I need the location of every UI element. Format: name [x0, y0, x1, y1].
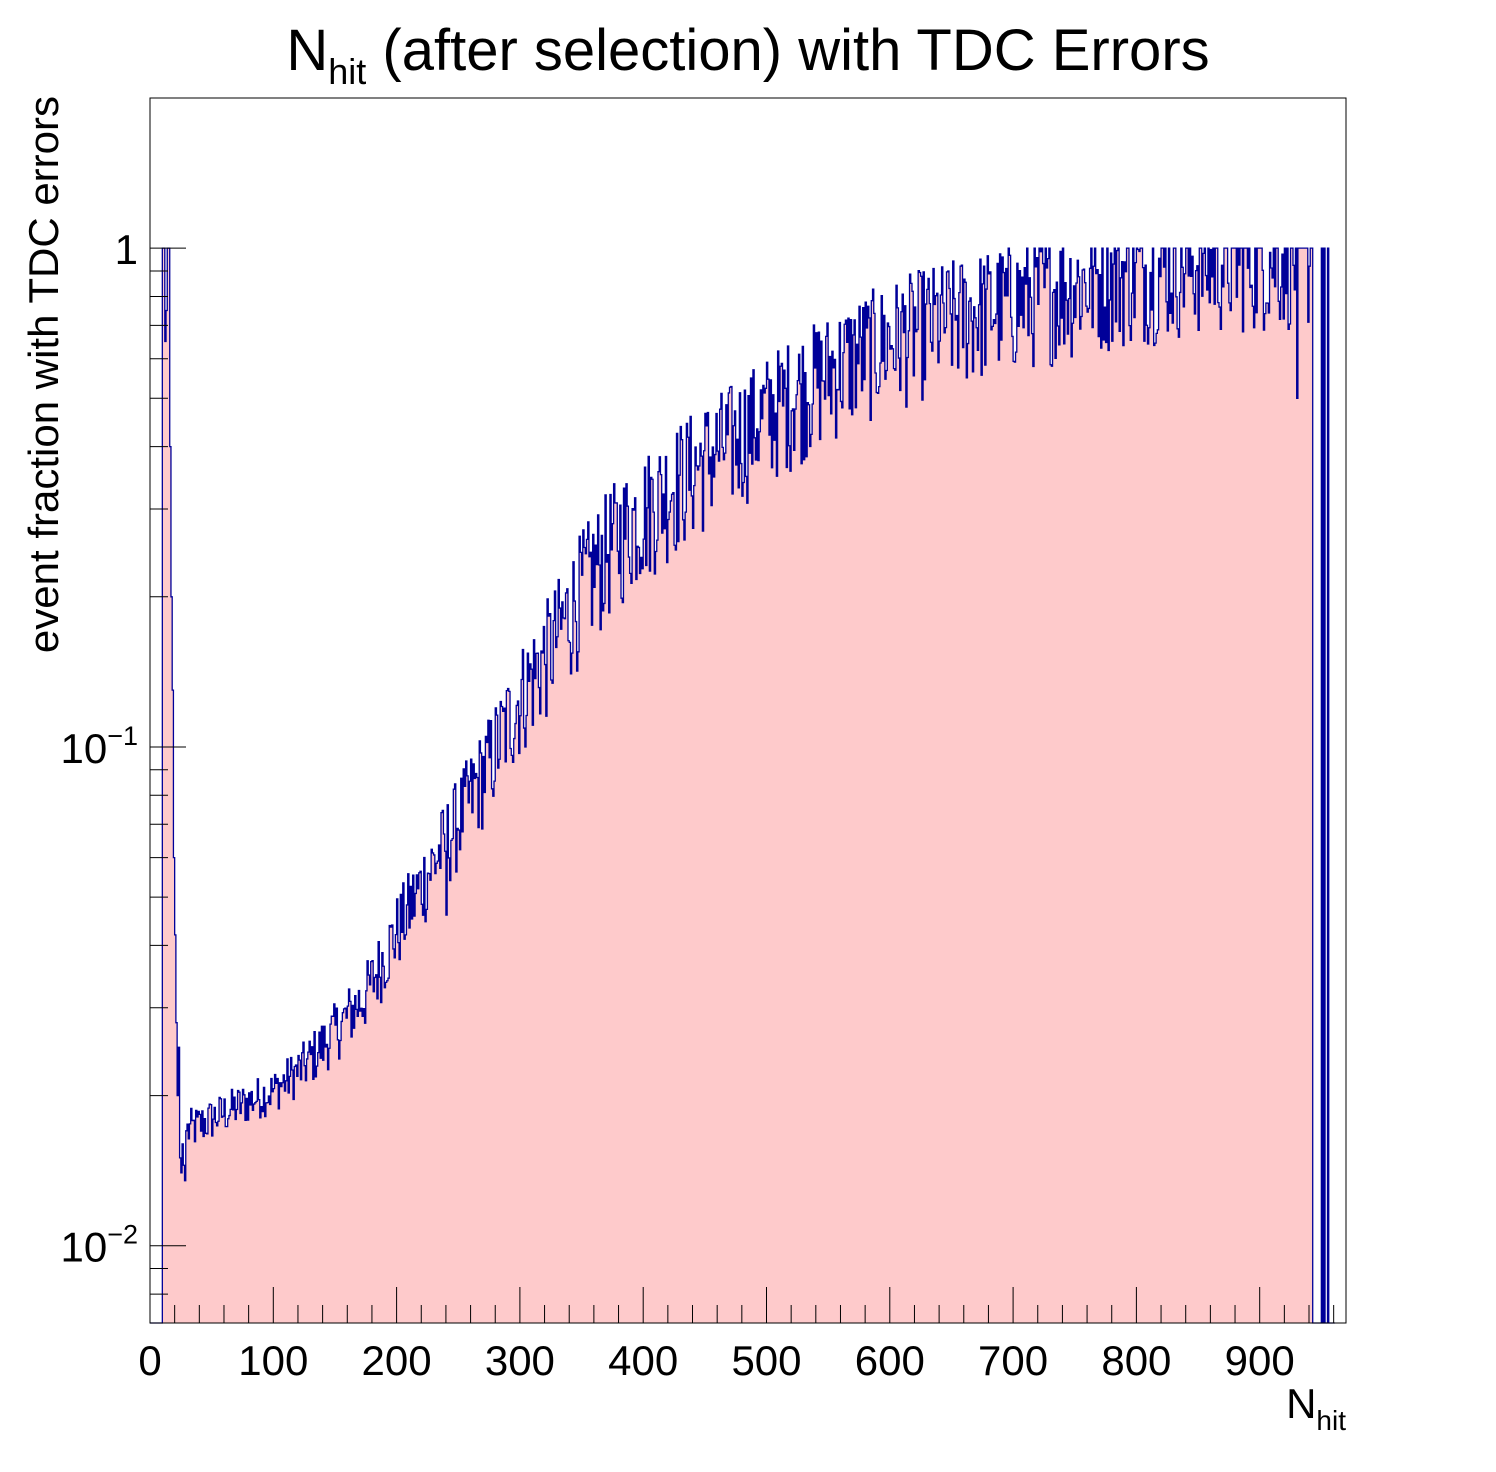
y-tick-label: 10−1 — [60, 721, 138, 772]
histogram-line — [150, 247, 1335, 1324]
y-axis-ticks: 10−2 10−1 1 — [60, 97, 186, 1324]
x-tick-label: 600 — [855, 1337, 925, 1384]
x-tick-label: 400 — [608, 1337, 678, 1384]
histogram-fill — [150, 248, 1335, 1323]
y-tick-label: 10−2 — [60, 1220, 138, 1271]
chart-title-rest: (after selection) with TDC Errors — [366, 18, 1209, 83]
x-axis-ticks: 0 100 200 300 400 500 600 700 800 900 — [138, 1287, 1335, 1384]
plot-frame — [149, 97, 1347, 1324]
x-tick-label: 300 — [485, 1337, 555, 1384]
y-tick-label: 1 — [115, 226, 138, 273]
x-tick-label: 800 — [1101, 1337, 1171, 1384]
x-tick-label: 500 — [731, 1337, 801, 1384]
x-axis-title: Nhit — [1286, 1380, 1346, 1436]
chart-title-subscript: hit — [328, 51, 366, 92]
x-tick-label: 0 — [138, 1337, 161, 1384]
x-tick-label: 100 — [238, 1337, 308, 1384]
x-tick-label: 900 — [1225, 1337, 1295, 1384]
chart-title: Nhit (after selection) with TDC Errors — [286, 18, 1209, 92]
y-axis-title: event fraction with TDC errors — [20, 96, 67, 653]
x-tick-label: 700 — [978, 1337, 1048, 1384]
chart-title-main: N — [286, 18, 328, 83]
x-axis-title-subscript: hit — [1316, 1405, 1346, 1436]
x-axis-title-main: N — [1286, 1380, 1316, 1427]
plot-area — [149, 97, 1347, 1324]
x-tick-label: 200 — [362, 1337, 432, 1384]
